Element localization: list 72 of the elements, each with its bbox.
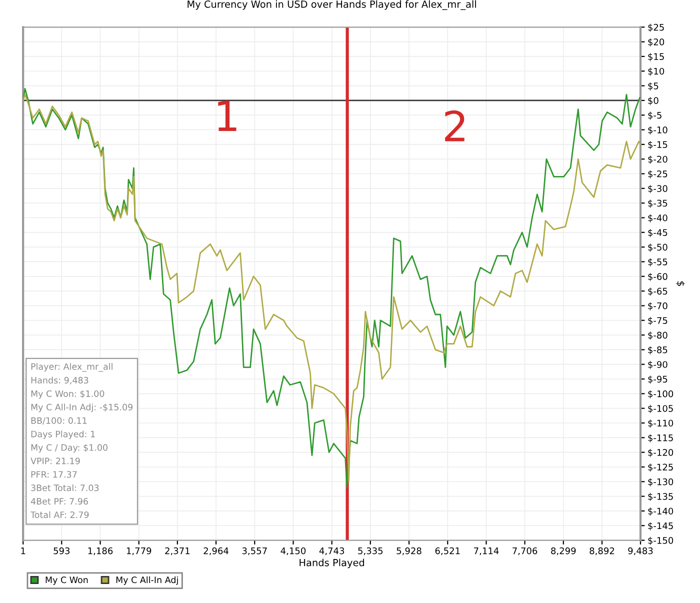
annotation: 4Bet PF: 7.96	[30, 498, 88, 505]
x-axis-title: Hands Played	[300, 558, 364, 568]
annotation: BB/100: 0.11	[31, 417, 87, 425]
y-tick-label: $-135	[648, 492, 673, 502]
x-tick-label: 593	[54, 547, 70, 554]
y-tick-label: $-25	[648, 170, 668, 179]
x-tick-label: 1	[21, 548, 26, 554]
y-tick-label: $-150	[648, 536, 674, 546]
x-tick-label: 7,706	[512, 547, 538, 556]
x-tick-label: 4,150	[280, 547, 306, 556]
x-tick-label: 8,299	[551, 547, 576, 556]
x-tick-label: 8,892	[590, 547, 614, 556]
annotation: 2	[445, 110, 464, 142]
y-tick-label: $-75	[648, 316, 668, 326]
y-tick-label: $-100	[648, 390, 674, 398]
y-tick-label: $-35	[648, 200, 668, 208]
x-tick-label: 5,335	[358, 547, 383, 556]
annotation: My C / Day: $1.00	[31, 444, 108, 452]
y-tick-label: $-60	[648, 272, 668, 282]
y-tick-label: $25	[648, 24, 664, 32]
x-tick-label: 1,779	[126, 547, 152, 556]
y-tick-label: $0	[648, 97, 658, 106]
annotation: Hands: 9,483	[31, 376, 88, 384]
x-tick-label: 4,743	[319, 547, 344, 556]
annotation: Days Played: 1	[31, 430, 95, 440]
y-tick-label: $-40	[648, 214, 668, 222]
annotation: Total AF: 2.79	[30, 511, 89, 518]
x-tick-label: 6,521	[435, 547, 460, 556]
x-tick-label: 2,964	[204, 547, 228, 556]
y-tick-label: $-130	[648, 478, 674, 486]
y-tick-label: $10	[648, 68, 664, 76]
x-tick-label: 2,371	[165, 547, 190, 556]
x-tick-label: 9,483	[628, 547, 653, 556]
y-tick-label: $15	[648, 53, 664, 62]
y-tick-label: $-55	[648, 258, 668, 266]
y-tick-label: $-95	[648, 376, 668, 384]
y-tick-label: $-115	[648, 434, 673, 442]
annotation: My C Won: $1.00	[31, 390, 104, 399]
chart-title: My Currency Won in USD over Hands Played for Alex_mr_all	[188, 0, 476, 10]
y-tick-label: $-90	[648, 360, 668, 370]
x-tick-label: 3,557	[242, 547, 267, 556]
y-tick-label: $-120	[648, 448, 674, 458]
legend-label: My C All-In Adj	[116, 576, 178, 585]
y-tick-label: $-125	[648, 464, 673, 472]
y-tick-label: $-5	[648, 112, 662, 120]
y-tick-label: $-50	[648, 244, 668, 252]
annotation: 1	[218, 100, 236, 131]
y-tick-label: $-30	[648, 184, 668, 194]
y-tick-label: $-20	[648, 156, 668, 164]
y-tick-label: $-65	[648, 288, 668, 296]
y-tick-label: $-85	[648, 346, 668, 354]
x-tick-label: 5,928	[396, 547, 422, 556]
y-tick-label: $-10	[648, 126, 668, 135]
annotation: Player: Alex_mr_all	[31, 363, 112, 372]
x-tick-label: 1,186	[88, 547, 113, 556]
y-tick-label: $-110	[648, 420, 674, 428]
annotation: 3Bet Total: 7.03	[31, 484, 99, 492]
y-tick-label: $-70	[648, 302, 668, 310]
x-tick-label: 7,114	[474, 548, 499, 556]
y-tick-label: $-105	[648, 404, 673, 414]
annotation: My C All-In Adj: -$15.09	[31, 404, 133, 412]
y-tick-label: $5	[648, 82, 658, 91]
y-tick-label: $-80	[648, 332, 668, 340]
y-tick-label: $-145	[648, 522, 673, 530]
y-axis-title: $	[676, 281, 685, 286]
annotation: PFR: 17.37	[31, 471, 77, 478]
y-tick-label: $20	[648, 38, 664, 47]
y-tick-label: $-15	[648, 140, 668, 150]
annotation: VPIP: 21.19	[30, 458, 80, 464]
y-tick-label: $-140	[648, 508, 674, 516]
legend-label: My C Won	[46, 576, 88, 585]
y-tick-label: $-45	[648, 228, 668, 238]
